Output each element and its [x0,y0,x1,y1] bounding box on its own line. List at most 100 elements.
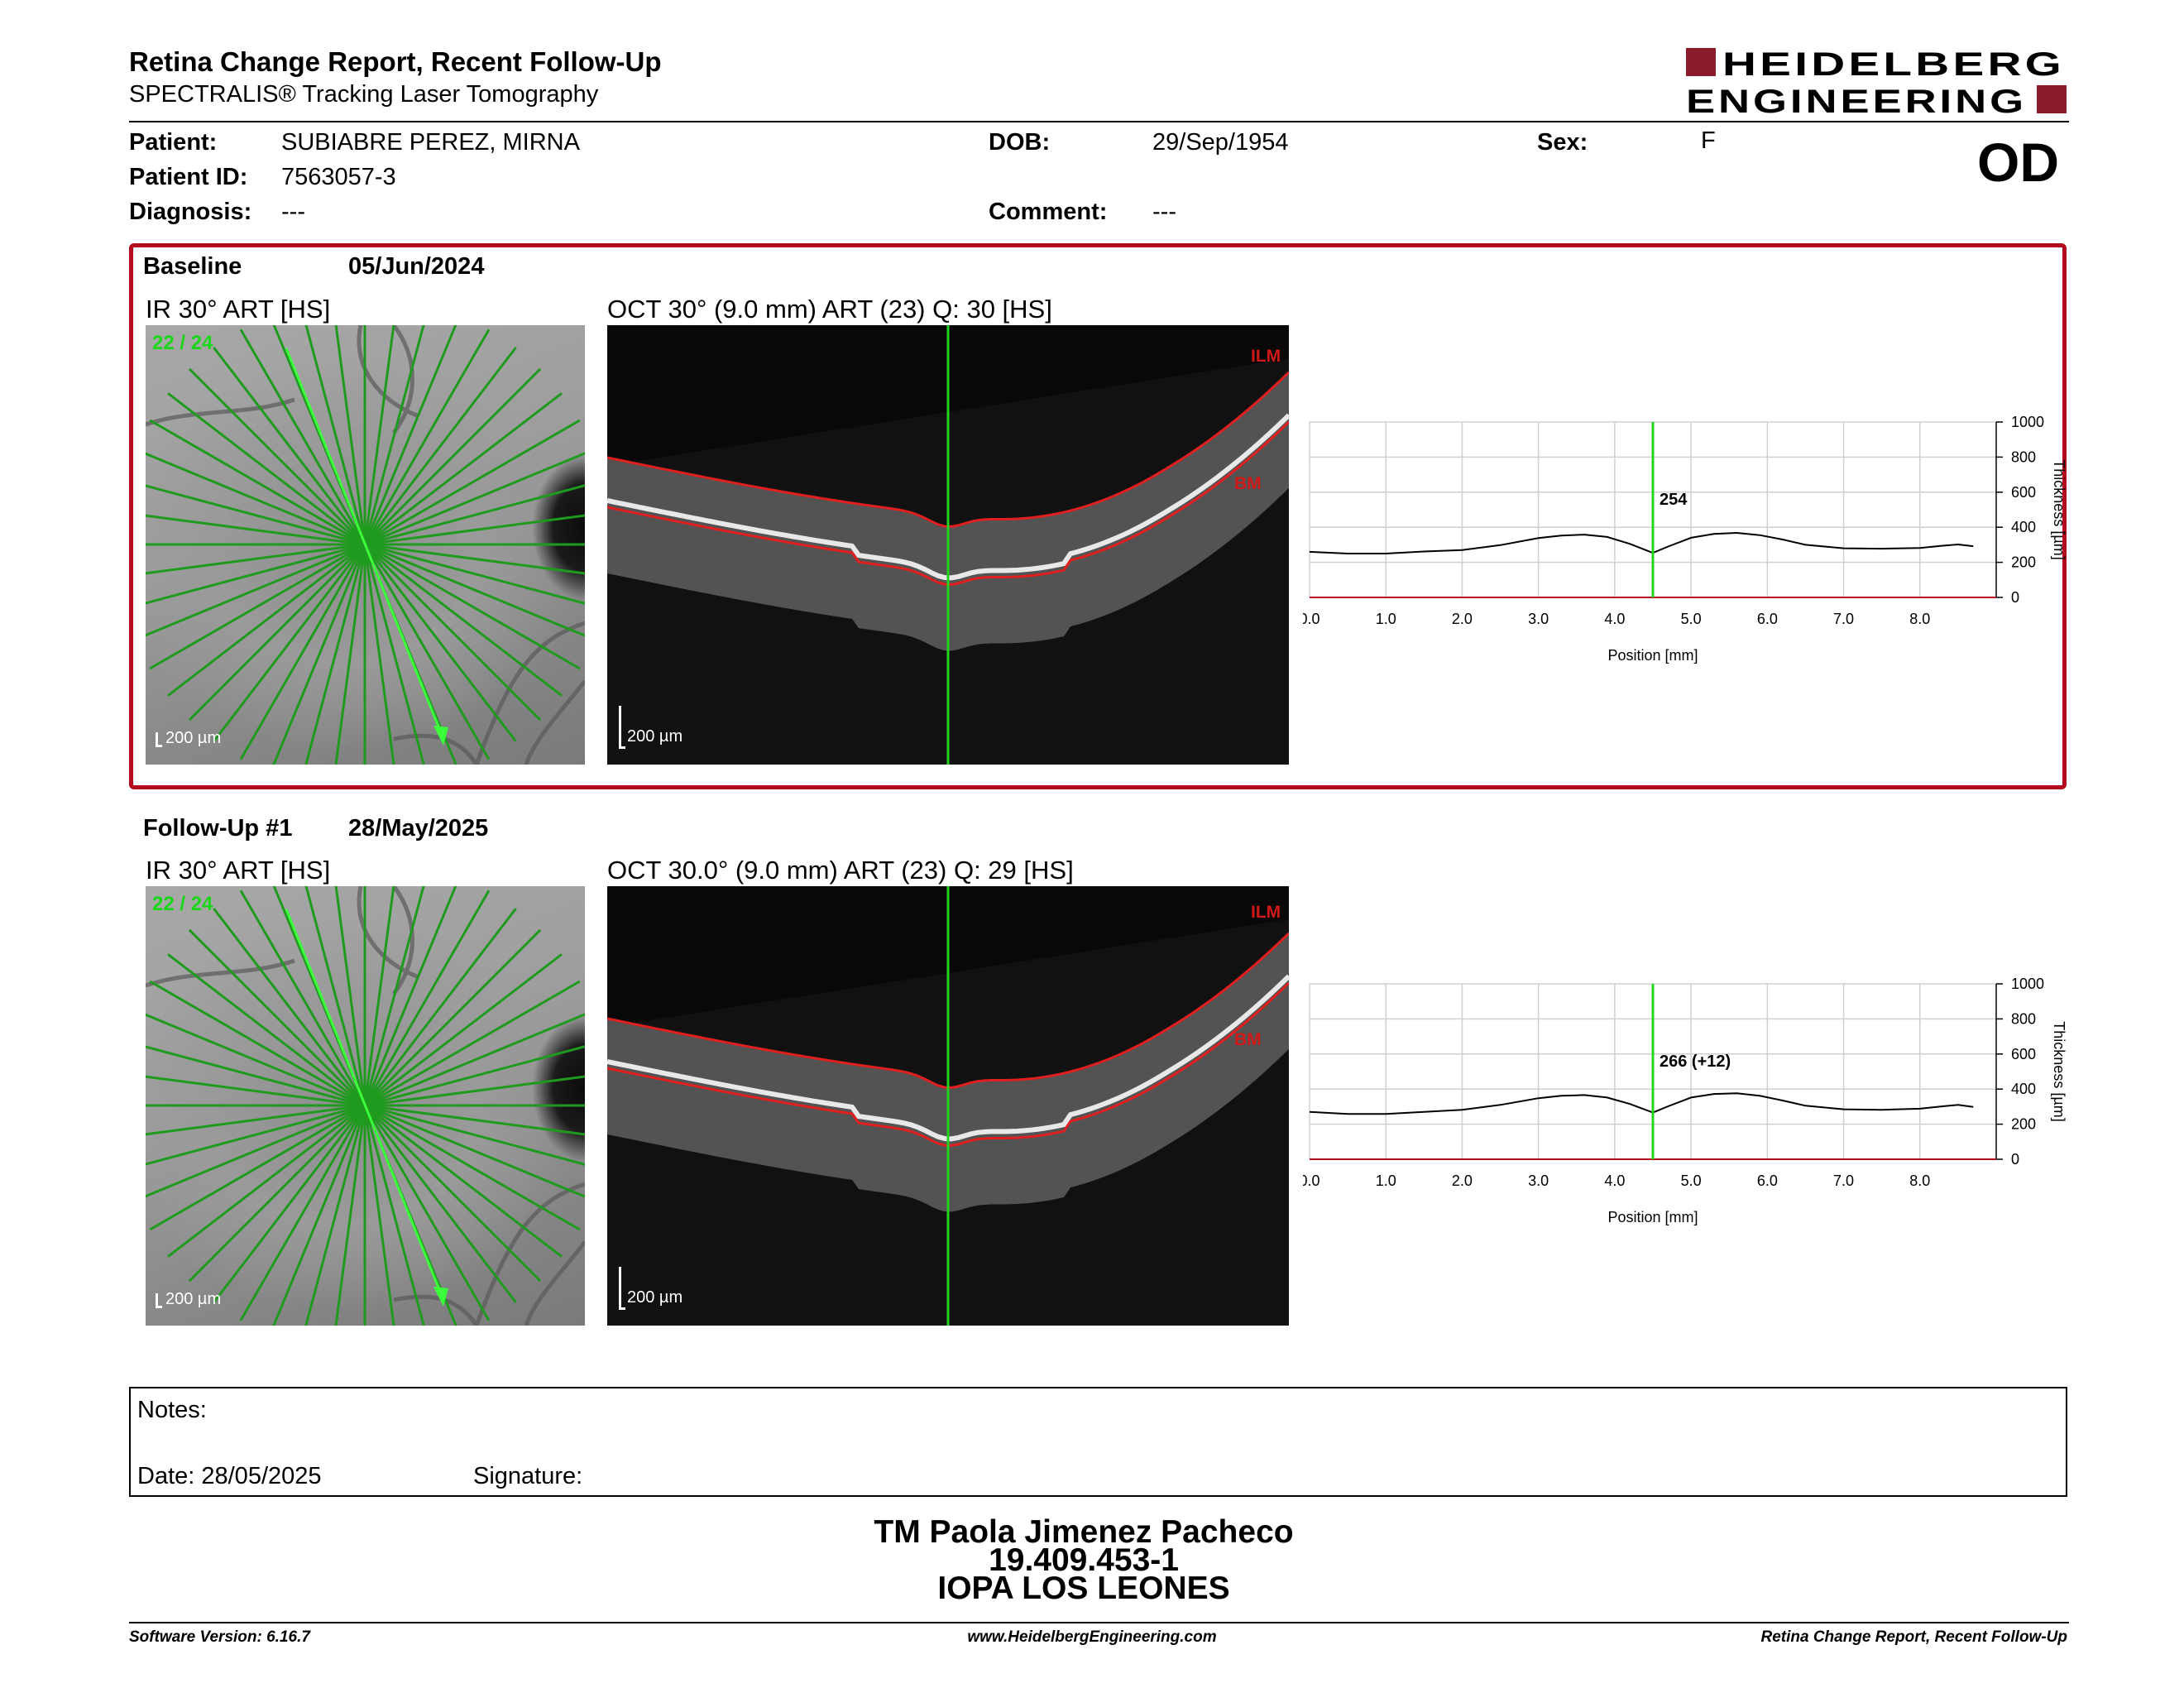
signoff-institution: IOPA LOS LEONES [937,1571,1230,1606]
retina-tissue [607,372,1289,651]
followup-oct-bscan-image[interactable]: ILM BM 200 µm [607,886,1289,1326]
x-tick-label: 7.0 [1833,1172,1854,1189]
scan-pattern-rays [146,886,585,1326]
baseline-label: Baseline [143,253,242,280]
x-tick-label: 4.0 [1604,1172,1625,1189]
thickness-line [1309,1092,1974,1115]
scale-bar-vertical [156,1293,158,1308]
patient-id-value: 7563057-3 [281,164,396,190]
x-tick-label: 2.0 [1452,611,1473,627]
signoff-name: TM Paola Jimenez Pacheco [874,1514,1294,1550]
scale-bar-horizontal [156,745,162,747]
x-tick-label: 5.0 [1681,611,1702,627]
scale-bar-horizontal [156,1306,162,1308]
followup-thickness-chart: 0.0 1.0 2.0 3.0 4.0 5.0 6.0 7.0 8.0 0 200 400 600 800… [1299,976,2072,1240]
sex-value: F [1701,127,1716,154]
baseline-oct-scale: 200 µm [627,727,683,746]
baseline-ir-scan-count: 22 / 24 [152,332,213,354]
x-tick-label: 0.0 [1303,1172,1320,1189]
y-tick-label: 0 [2011,589,2019,606]
ilm-label: ILM [1251,347,1281,366]
eye-indicator: OD [1977,132,2059,193]
followup-ir-scale: 200 µm [165,1290,222,1308]
followup-oct-title: OCT 30.0° (9.0 mm) ART (23) Q: 29 [HS] [607,856,1074,885]
logo-line1: HEIDELBERG [1722,46,2065,83]
y-tick-label: 600 [2011,1046,2036,1062]
y-tick-label: 1000 [2011,976,2044,992]
logo-line2: ENGINEERING [1686,84,2027,116]
bm-label: BM [1234,1030,1262,1049]
x-tick-label: 6.0 [1757,1172,1778,1189]
heidelberg-logo: HEIDELBERG ENGINEERING [1686,46,2067,120]
footer-report-name: Retina Change Report, Recent Follow-Up [1760,1628,2067,1646]
baseline-ir-fundus-image[interactable]: 22 / 24 200 µm [146,325,585,765]
y-tick-label: 1000 [2011,414,2044,430]
sex-label: Sex: [1537,129,1588,156]
x-tick-label: 1.0 [1376,1172,1396,1189]
x-tick-label: 1.0 [1376,611,1396,627]
followup-date: 28/May/2025 [348,815,489,842]
dob-label: DOB: [989,129,1051,156]
oct-scale-bar-horizontal [619,1307,625,1310]
x-tick-label: 3.0 [1528,611,1549,627]
active-scan-arrow [285,348,445,740]
comment-label: Comment: [989,199,1108,225]
x-tick-label: 0.0 [1303,611,1320,627]
x-tick-label: 4.0 [1604,611,1625,627]
x-axis-label: Position [mm] [1607,1209,1698,1225]
bm-label: BM [1234,474,1262,493]
notes-date: Date: 28/05/2025 [137,1463,322,1489]
baseline-ir-scale: 200 µm [165,729,222,747]
x-tick-label: 8.0 [1909,1172,1930,1189]
y-tick-label: 0 [2011,1151,2019,1168]
scale-bar-vertical [156,732,158,747]
footer-version: Software Version: 6.16.7 [129,1628,310,1646]
comment-value: --- [1152,199,1176,225]
retina-tissue [607,933,1289,1212]
baseline-oct-title: OCT 30° (9.0 mm) ART (23) Q: 30 [HS] [607,295,1052,324]
arrow-head-icon [433,726,448,746]
oct-bscan-layers [607,325,1289,765]
oct-scale-bar-vertical [619,1267,621,1310]
followup-ir-fundus-image[interactable]: 22 / 24 200 µm [146,886,585,1326]
y-tick-label: 800 [2011,1010,2036,1027]
oct-scale-bar-horizontal [619,746,625,749]
x-tick-label: 8.0 [1909,611,1930,627]
x-tick-label: 3.0 [1528,1172,1549,1189]
x-tick-label: 6.0 [1757,611,1778,627]
x-tick-label: 7.0 [1833,611,1854,627]
x-tick-label: 5.0 [1681,1172,1702,1189]
footer-divider [129,1622,2069,1623]
baseline-date: 05/Jun/2024 [348,253,485,280]
y-tick-label: 400 [2011,1081,2036,1097]
baseline-oct-bscan-image[interactable]: ILM BM 200 µm [607,325,1289,765]
notes-box[interactable]: Notes: Date: 28/05/2025 Signature: [129,1387,2067,1497]
oct-scale-bar-vertical [619,706,621,749]
signature-label: Signature: [473,1463,583,1489]
header-divider [129,121,2069,122]
diagnosis-label: Diagnosis: [129,199,252,225]
patient-name: SUBIABRE PEREZ, MIRNA [281,129,580,156]
y-axis-label: Thickness [µm] [2051,1021,2067,1121]
followup-oct-scale: 200 µm [627,1288,683,1307]
baseline-ir-title: IR 30° ART [HS] [146,295,331,324]
x-tick-label: 2.0 [1452,1172,1473,1189]
y-tick-label: 800 [2011,448,2036,465]
patient-label: Patient: [129,129,218,156]
followup-ir-scan-count: 22 / 24 [152,893,213,915]
notes-label: Notes: [137,1397,207,1423]
y-tick-label: 400 [2011,519,2036,535]
arrow-head-icon [433,1287,448,1307]
scan-pattern-rays [146,325,585,765]
signoff-rut: 19.409.453-1 [989,1542,1179,1578]
footer-website[interactable]: www.HeidelbergEngineering.com [967,1628,1217,1646]
oct-bscan-layers [607,886,1289,1326]
baseline-highlight-frame [129,243,2067,789]
active-scan-arrow [285,909,445,1301]
patient-id-label: Patient ID: [129,164,248,190]
marker-value-label: 266 (+12) [1660,1053,1731,1071]
dob-value: 29/Sep/1954 [1152,129,1289,156]
report-subtitle: SPECTRALIS® Tracking Laser Tomography [129,81,599,108]
y-tick-label: 200 [2011,554,2036,571]
marker-value-label: 254 [1660,491,1688,509]
